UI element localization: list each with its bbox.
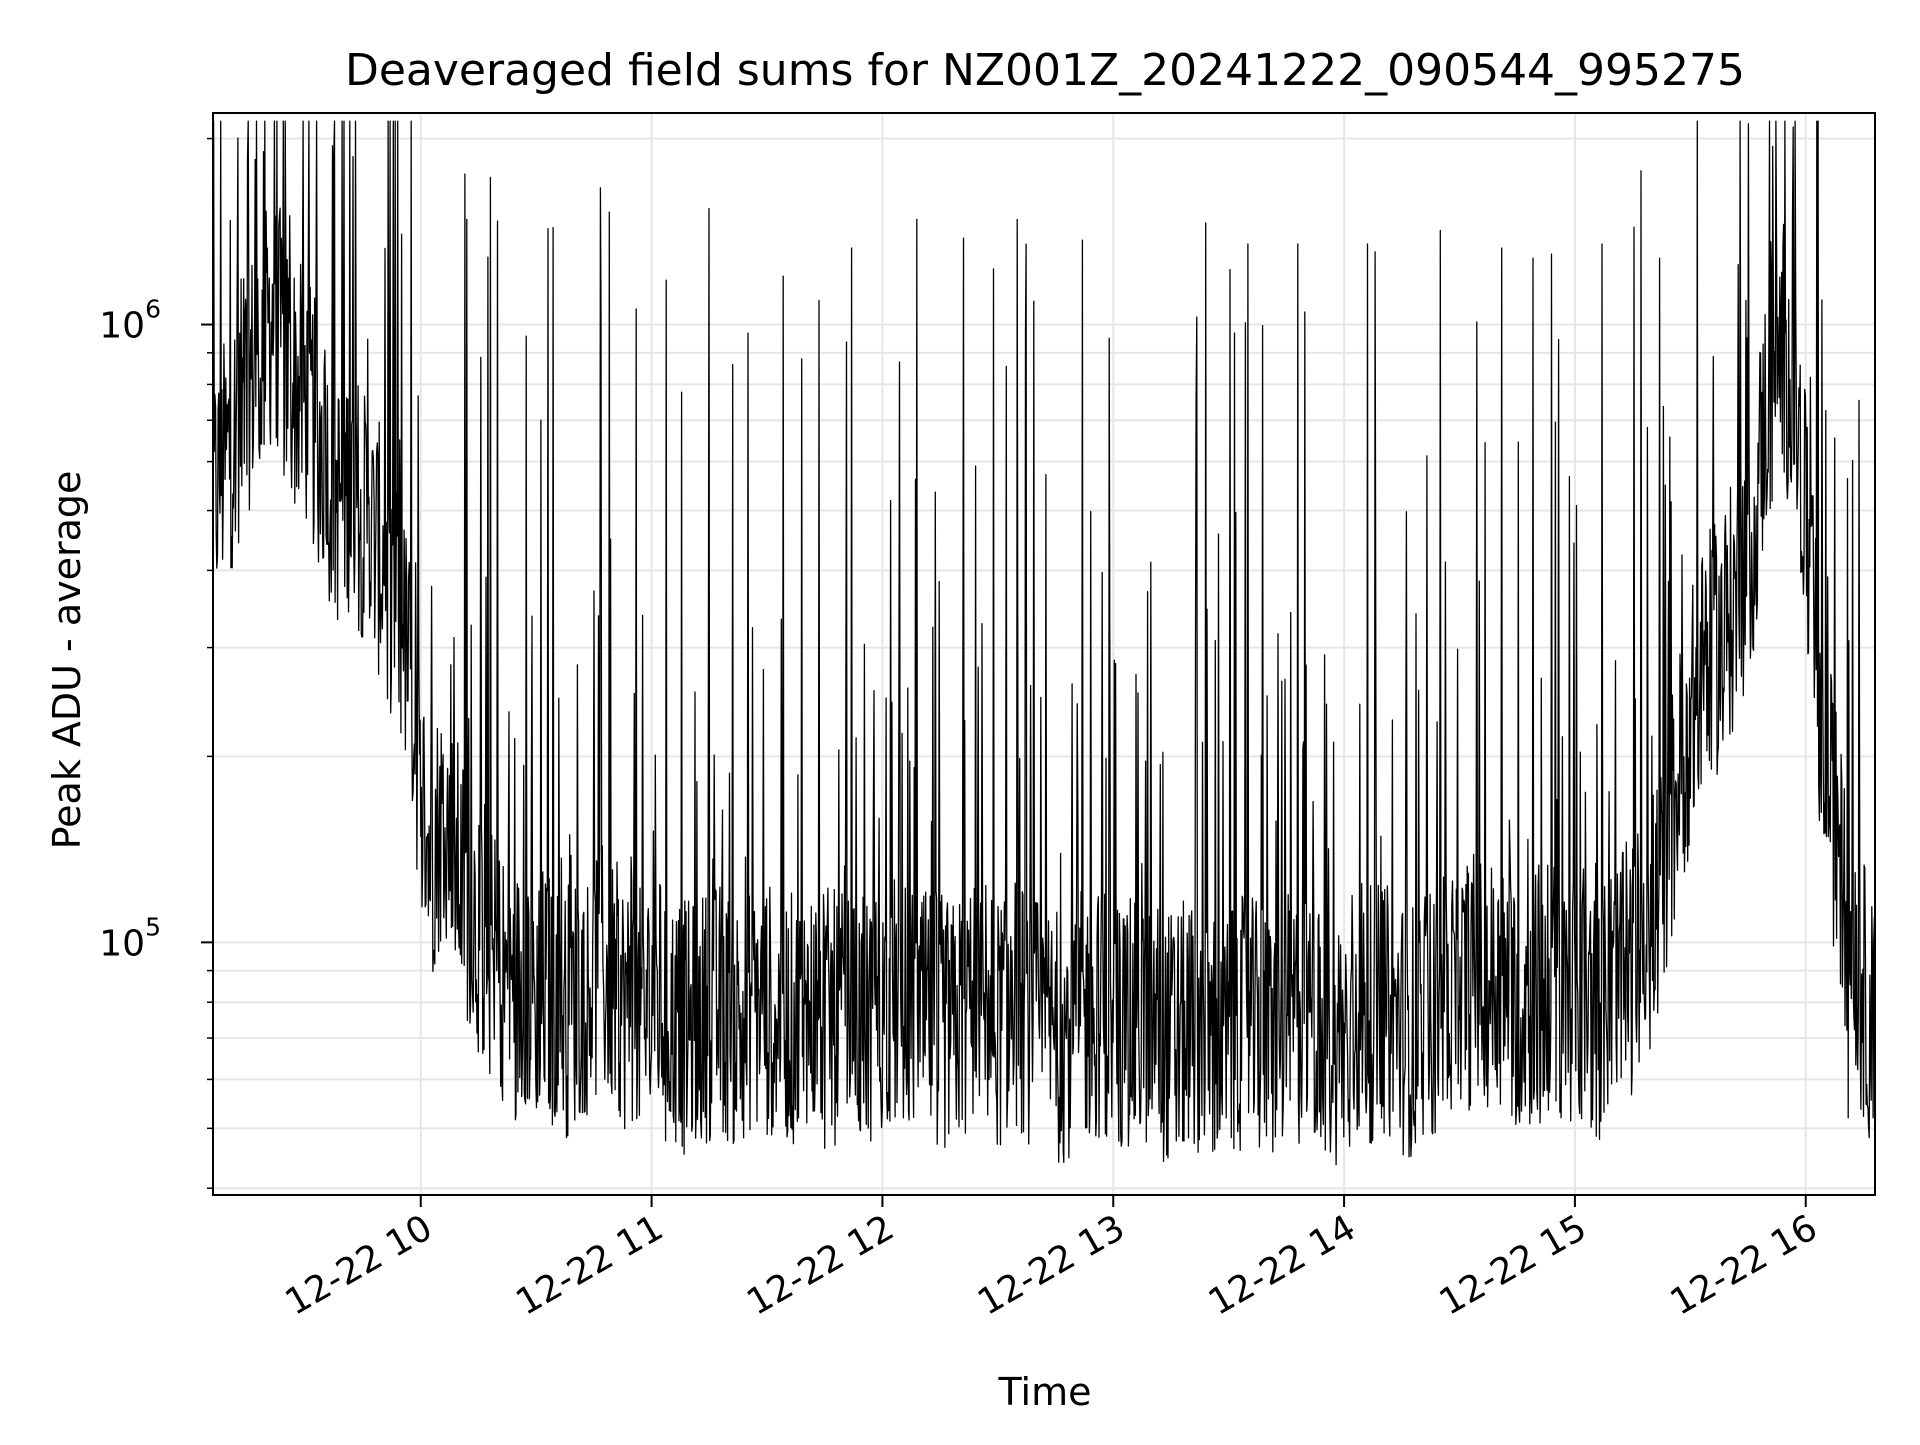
y-tick-exponent: 6 — [145, 295, 161, 324]
y-tick-label: 105 — [99, 912, 161, 964]
y-axis-label: Peak ADU - average — [45, 471, 89, 850]
chart-title: Deaveraged field sums for NZ001Z_2024122… — [345, 45, 1745, 96]
y-tick-base: 10 — [99, 923, 145, 964]
y-tick-label: 106 — [99, 295, 161, 347]
x-axis-label: Time — [998, 1370, 1092, 1414]
series-layer — [212, 120, 1876, 1166]
series-line — [212, 120, 1876, 1166]
plot-frame — [212, 112, 1876, 1196]
y-tick-exponent: 5 — [145, 912, 161, 941]
y-tick-base: 10 — [99, 306, 145, 347]
